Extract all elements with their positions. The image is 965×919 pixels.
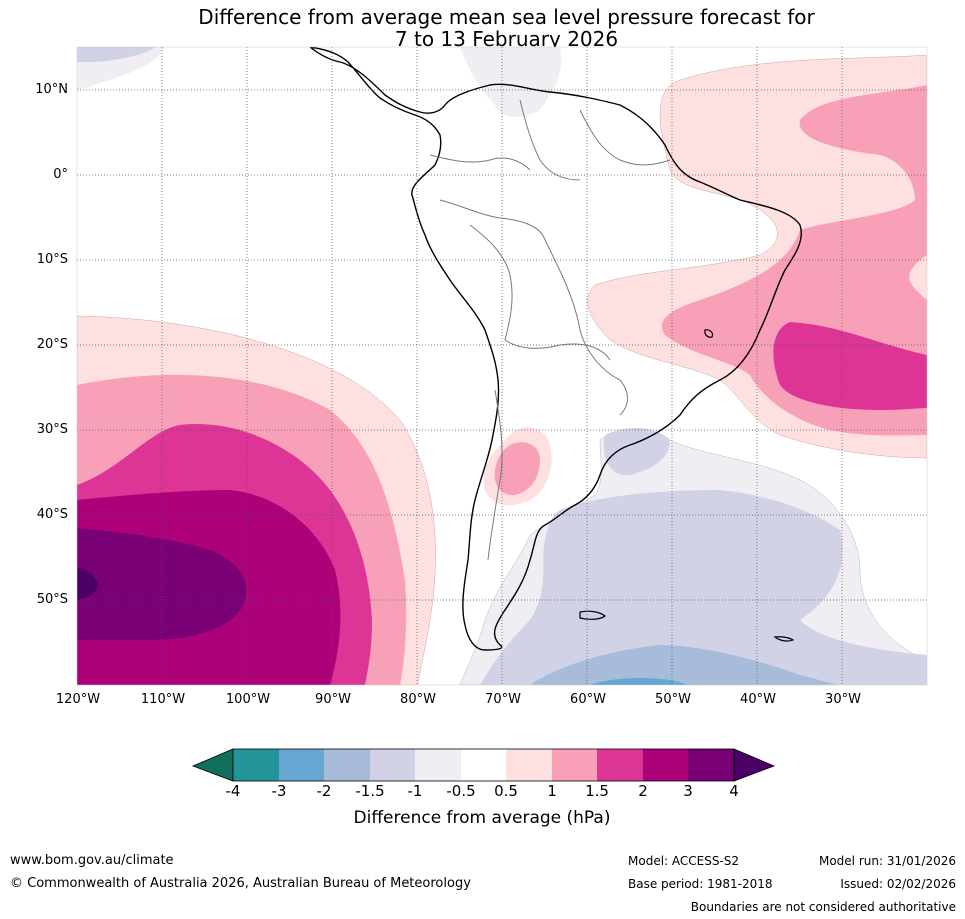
model-name: Model: ACCESS-S2 (628, 854, 740, 868)
colorbar-swatch-m05-05 (461, 749, 506, 781)
copyright-notice: © Commonwealth of Australia 2026, Austra… (10, 876, 471, 891)
colorbar-swatch-m3-m2 (279, 749, 324, 781)
colorbar-tick: 1.5 (585, 782, 609, 800)
lon-label-50w: 50°W (655, 692, 691, 707)
south-atlantic-negative-anomaly (459, 428, 927, 685)
map-frame (76, 46, 928, 686)
lat-label-20s: 20°S (36, 337, 68, 352)
lon-label-40w: 40°W (740, 692, 776, 707)
colorbar-extend-low (191, 748, 234, 782)
lat-label-0: 0° (53, 167, 68, 182)
issued-date: Issued: 02/02/2026 (840, 877, 956, 891)
model-run-date: Model run: 31/01/2026 (818, 854, 956, 868)
colorbar-tick: -0.5 (446, 782, 476, 800)
website-link[interactable]: www.bom.gov.au/climate (10, 853, 174, 868)
colorbar-tick: -1 (407, 782, 423, 800)
colorbar-title: Difference from average (hPa) (353, 808, 611, 828)
coastlines (309, 47, 802, 651)
map-title-line-2: 7 to 13 February 2026 (394, 27, 619, 51)
argentina-positive-anomaly (483, 427, 552, 506)
colorbar-swatch-p2-3 (643, 749, 688, 781)
colorbar-extend-high (733, 748, 776, 782)
graticule (77, 47, 927, 685)
colorbar-tick: 0.5 (494, 782, 518, 800)
colorbar-swatch-m1-m05 (415, 749, 461, 781)
colorbar-tick: -3 (271, 782, 287, 800)
lon-label-100w: 100°W (225, 692, 271, 707)
colorbar-swatch-p3-4 (688, 749, 734, 781)
colorbar-tick: -1.5 (355, 782, 385, 800)
lat-label-10n: 10°N (35, 82, 68, 97)
colorbar-tick: 3 (683, 782, 693, 800)
lon-label-80w: 80°W (400, 692, 436, 707)
pacific-positive-anomaly (77, 315, 436, 685)
lat-label-10s: 10°S (36, 252, 68, 267)
north-pacific-negative-core (77, 47, 155, 62)
lon-label-110w: 110°W (140, 692, 186, 707)
boundaries-disclaimer: Boundaries are not considered authoritat… (690, 900, 956, 914)
lon-label-120w: 120°W (55, 692, 101, 707)
map-title-line-1: Difference from average mean sea level p… (198, 5, 815, 29)
lon-label-60w: 60°W (570, 692, 606, 707)
colorbar-swatch-m4-m3 (233, 749, 279, 781)
colorbar-tick: 1 (547, 782, 557, 800)
uruguay-negative-anomaly (603, 428, 670, 476)
lon-label-30w: 30°W (825, 692, 861, 707)
colorbar-swatch-m15-m1 (370, 749, 415, 781)
colorbar-outline (232, 748, 735, 782)
islands (579, 329, 795, 642)
base-period: Base period: 1981-2018 (628, 877, 773, 891)
colorbar-tick: -2 (316, 782, 332, 800)
caribbean-negative-anomaly (460, 47, 562, 117)
colorbar-tick: -4 (225, 782, 241, 800)
colorbar-swatch-m2-m15 (324, 749, 370, 781)
lat-label-50s: 50°S (36, 592, 68, 607)
colorbar-tick: 4 (729, 782, 739, 800)
colorbar-tick: 2 (638, 782, 648, 800)
lon-label-90w: 90°W (315, 692, 351, 707)
country-borders (429, 99, 671, 561)
lat-label-40s: 40°S (36, 507, 68, 522)
colorbar-swatch-p1-15 (552, 749, 597, 781)
colorbar-swatch-p15-2 (597, 749, 643, 781)
lat-label-30s: 30°S (36, 422, 68, 437)
lon-label-70w: 70°W (485, 692, 521, 707)
colorbar-swatch-p05-1 (506, 749, 552, 781)
